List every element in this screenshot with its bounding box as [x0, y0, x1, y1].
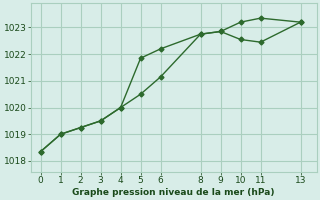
- X-axis label: Graphe pression niveau de la mer (hPa): Graphe pression niveau de la mer (hPa): [72, 188, 275, 197]
